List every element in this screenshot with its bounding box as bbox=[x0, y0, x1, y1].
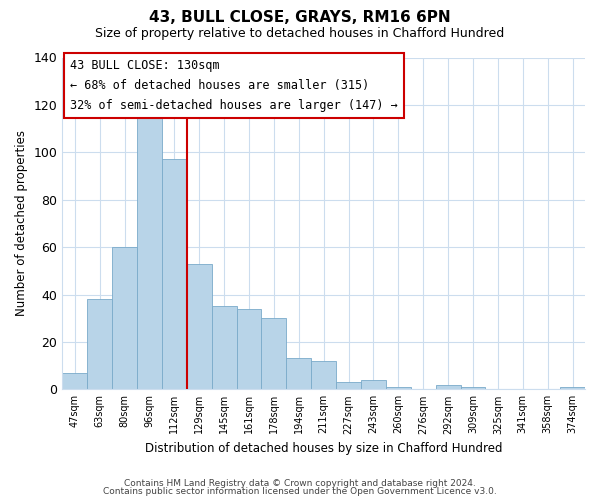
Bar bbox=[311, 361, 336, 390]
Bar bbox=[137, 117, 162, 390]
Bar bbox=[386, 387, 411, 390]
Bar bbox=[212, 306, 236, 390]
Bar bbox=[336, 382, 361, 390]
Text: Size of property relative to detached houses in Chafford Hundred: Size of property relative to detached ho… bbox=[95, 28, 505, 40]
Text: 43, BULL CLOSE, GRAYS, RM16 6PN: 43, BULL CLOSE, GRAYS, RM16 6PN bbox=[149, 10, 451, 25]
Bar bbox=[262, 318, 286, 390]
Bar bbox=[87, 299, 112, 390]
Bar bbox=[62, 372, 87, 390]
Bar bbox=[162, 160, 187, 390]
Text: Contains HM Land Registry data © Crown copyright and database right 2024.: Contains HM Land Registry data © Crown c… bbox=[124, 478, 476, 488]
Bar bbox=[560, 387, 585, 390]
Bar bbox=[361, 380, 386, 390]
Text: 43 BULL CLOSE: 130sqm
← 68% of detached houses are smaller (315)
32% of semi-det: 43 BULL CLOSE: 130sqm ← 68% of detached … bbox=[70, 59, 398, 112]
Bar bbox=[236, 308, 262, 390]
Bar bbox=[112, 247, 137, 390]
Bar bbox=[286, 358, 311, 390]
X-axis label: Distribution of detached houses by size in Chafford Hundred: Distribution of detached houses by size … bbox=[145, 442, 502, 455]
Text: Contains public sector information licensed under the Open Government Licence v3: Contains public sector information licen… bbox=[103, 487, 497, 496]
Bar bbox=[436, 384, 461, 390]
Y-axis label: Number of detached properties: Number of detached properties bbox=[15, 130, 28, 316]
Bar bbox=[461, 387, 485, 390]
Bar bbox=[187, 264, 212, 390]
